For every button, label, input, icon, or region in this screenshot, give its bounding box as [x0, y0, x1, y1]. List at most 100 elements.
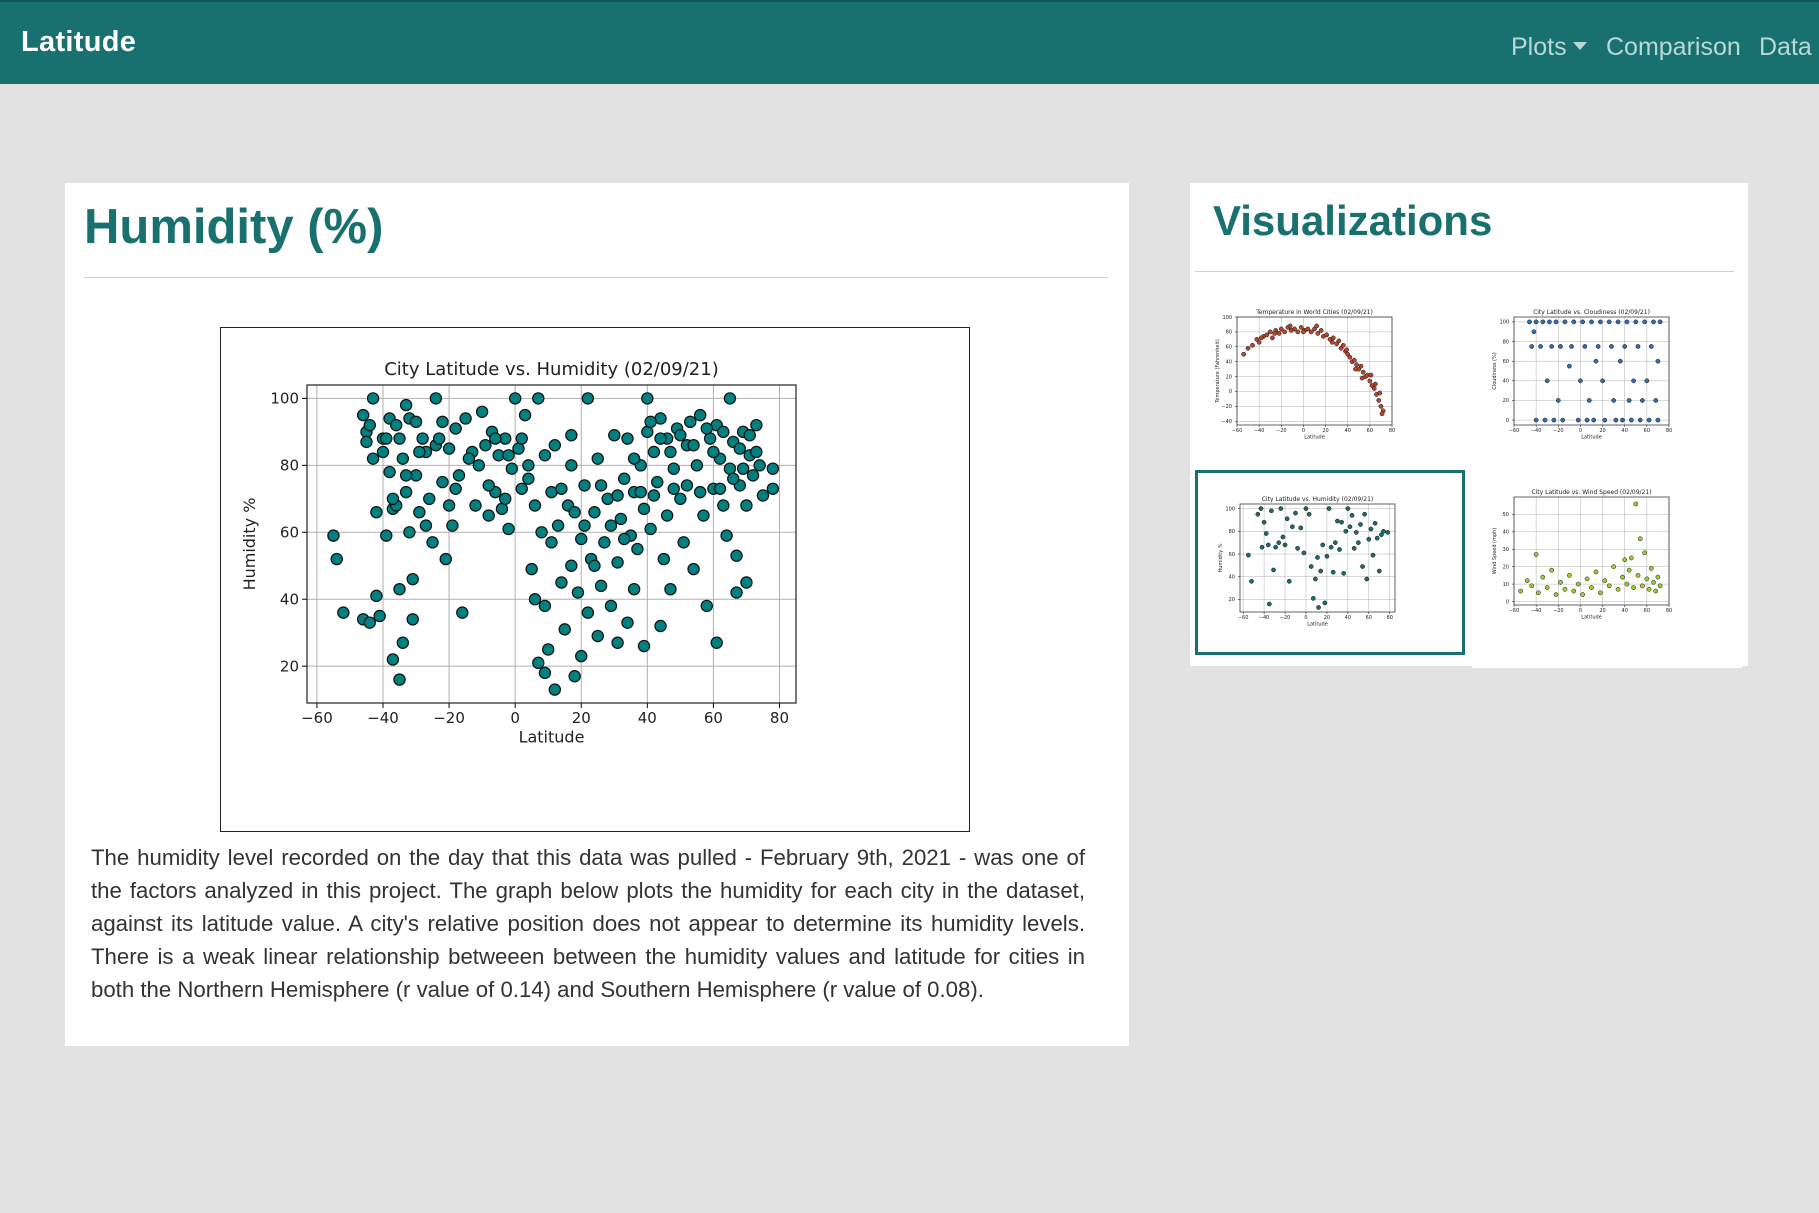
data-point — [522, 472, 535, 485]
data-point — [627, 582, 641, 596]
data-point — [1653, 588, 1659, 594]
data-point — [393, 673, 406, 686]
data-point — [1602, 417, 1608, 423]
data-point — [1615, 319, 1621, 325]
data-point — [644, 522, 657, 536]
data-point — [413, 505, 426, 519]
data-point — [581, 606, 595, 619]
data-point — [1591, 417, 1597, 423]
data-point — [690, 459, 704, 472]
data-point — [1271, 567, 1276, 573]
data-point — [575, 532, 588, 546]
data-point — [766, 462, 780, 475]
data-point — [356, 408, 370, 422]
data-point — [617, 472, 631, 485]
x-axis-label: Latitude — [1307, 622, 1328, 628]
x-tick-label: 60 — [704, 709, 723, 727]
temperature-thumbnail-chart: −60 −40 −20 0 20 40 60 80−40−20020406080100Temp… — [1215, 309, 1395, 441]
navbar-brand[interactable]: Latitude — [21, 26, 137, 58]
data-point — [1651, 580, 1656, 585]
thumbnail-temperature[interactable]: −60 −40 −20 0 20 40 60 80 −40 −20 0 20 40 60 80 100 Temp… — [1195, 303, 1465, 488]
data-point — [746, 469, 760, 482]
data-point — [1347, 354, 1353, 360]
x-tick-label: 40 — [1345, 615, 1351, 621]
x-tick-label: 40 — [1622, 428, 1628, 434]
data-point — [717, 499, 730, 512]
data-point — [581, 392, 595, 405]
data-point — [1553, 319, 1559, 325]
data-point — [1292, 326, 1297, 332]
x-tick-label: 80 — [1666, 608, 1672, 614]
data-point — [432, 432, 446, 445]
x-tick-label: −60 — [1509, 608, 1520, 614]
data-point — [502, 449, 515, 462]
nav-comparison-link[interactable]: Comparison — [1606, 33, 1741, 61]
data-point — [1624, 581, 1630, 587]
data-point — [641, 392, 654, 405]
data-point — [1377, 390, 1383, 396]
data-point — [740, 499, 753, 512]
data-point — [1629, 555, 1634, 561]
data-point — [1259, 544, 1265, 550]
data-point — [1246, 552, 1251, 558]
data-point — [697, 509, 710, 522]
data-point — [518, 408, 532, 422]
nav-plots-dropdown[interactable]: Plots — [1511, 33, 1587, 62]
divider — [84, 277, 1108, 278]
thumbnail-wind-speed[interactable]: −60 −40 −20 0 20 40 60 80 0 10 20 30 40 50 City Latitu… — [1472, 483, 1742, 668]
x-tick-label: 80 — [1666, 428, 1672, 434]
data-point — [1589, 585, 1594, 590]
data-point — [651, 475, 664, 489]
data-point — [1655, 358, 1661, 364]
thumbnail-cloudiness[interactable]: −60 −40 −20 0 20 40 60 80 0 20 40 60 80 100 City Latit… — [1472, 303, 1742, 488]
data-point — [482, 479, 495, 492]
data-point — [386, 492, 400, 506]
data-point — [756, 489, 770, 502]
thumbnail-humidity[interactable]: −60 −40 −20 0 20 40 60 80 20 40 60 80 100 City Latitu… — [1195, 470, 1465, 655]
data-point — [1301, 329, 1306, 335]
y-axis-label: Cloudiness (%) — [1492, 352, 1498, 389]
data-point — [723, 392, 737, 405]
y-tick-label: 0 — [1506, 599, 1509, 605]
data-point — [1593, 358, 1599, 364]
data-point — [515, 432, 528, 445]
data-point — [363, 418, 376, 432]
data-point — [1620, 417, 1625, 423]
data-point — [713, 482, 727, 495]
data-point — [1562, 586, 1568, 592]
humidity-scatter-plot: −60 −40 −20 0 20 40 60 80 20 40 60 80 100 City Latitu… — [220, 327, 970, 832]
data-point — [1376, 398, 1382, 403]
data-point — [1640, 583, 1645, 589]
chart-title: City Latitude vs. Wind Speed (02/09/21) — [1531, 489, 1651, 496]
data-point — [1298, 525, 1304, 531]
data-point — [459, 412, 472, 425]
data-point — [1284, 516, 1290, 522]
data-point — [1355, 540, 1361, 546]
data-point — [528, 499, 542, 512]
y-tick-label: 20 — [1229, 597, 1235, 603]
data-point — [1364, 576, 1370, 582]
data-point — [1575, 581, 1581, 587]
data-point — [753, 459, 766, 472]
y-tick-label: 60 — [1226, 345, 1232, 351]
data-point — [1373, 381, 1378, 387]
x-tick-label: −60 — [1232, 428, 1243, 434]
data-point — [1255, 511, 1261, 517]
data-point — [594, 579, 608, 593]
x-tick-label: 80 — [1387, 615, 1393, 621]
y-axis-label: Humidity % — [240, 498, 259, 591]
nav-data-link[interactable]: Data — [1759, 33, 1812, 61]
data-point — [1593, 569, 1599, 575]
y-tick-label: −20 — [1221, 404, 1232, 410]
y-axis-label: Temperature (Fahrenheit) — [1215, 339, 1221, 404]
data-point — [1527, 319, 1532, 325]
data-point — [1322, 600, 1328, 606]
data-point — [1529, 344, 1535, 349]
data-point — [750, 418, 763, 432]
data-point — [515, 482, 528, 495]
data-point — [1567, 363, 1572, 369]
data-point — [674, 492, 687, 506]
data-point — [1569, 344, 1574, 349]
plot-area — [1237, 317, 1392, 425]
y-tick-label: 40 — [1503, 379, 1509, 385]
